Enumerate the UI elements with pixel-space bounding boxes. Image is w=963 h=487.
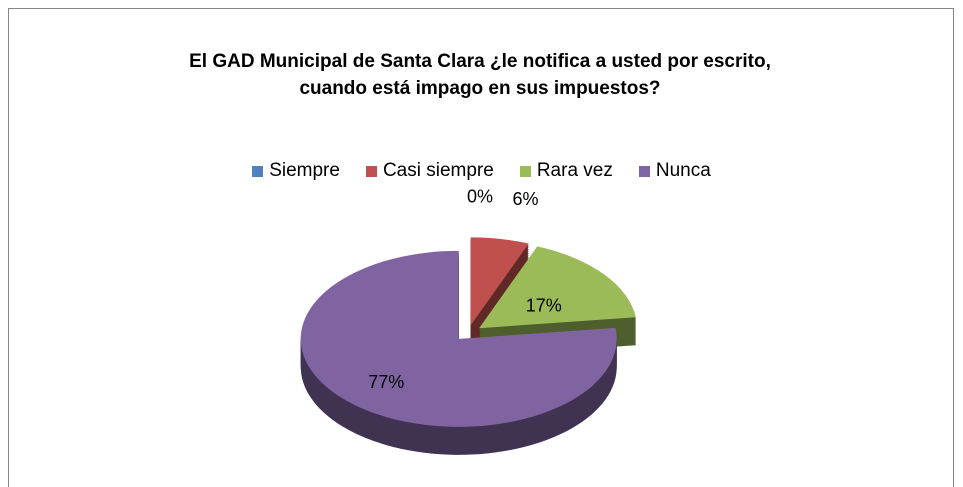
pie-slice xyxy=(479,246,636,357)
data-label: 77% xyxy=(368,372,404,392)
legend-item: Casi siempre xyxy=(365,160,494,182)
chart-title: El GAD Municipal de Santa Clara ¿le noti… xyxy=(189,51,771,99)
legend-item: Rara vez xyxy=(519,160,613,182)
slice-top xyxy=(470,237,529,326)
data-label: 17% xyxy=(526,295,562,315)
legend-label: Siempre xyxy=(269,160,340,181)
data-label: 6% xyxy=(513,189,539,209)
legend-label: Casi siempre xyxy=(382,160,494,181)
slice-top xyxy=(479,246,636,329)
legend-item: Nunca xyxy=(638,160,711,182)
chart-frame xyxy=(8,8,954,487)
data-label: 0% xyxy=(467,186,493,206)
legend-label: Rara vez xyxy=(536,160,613,181)
pie-slice xyxy=(300,250,617,455)
legend-swatch xyxy=(638,165,650,177)
legend-item: Siempre xyxy=(252,160,340,182)
legend-swatch xyxy=(365,165,377,177)
legend-label: Nunca xyxy=(655,160,711,181)
slice-top xyxy=(300,250,617,427)
legend-swatch xyxy=(519,165,531,177)
legend-swatch xyxy=(252,165,264,177)
legend: Siempre Casi siempre Rara vez Nunca xyxy=(0,160,963,182)
